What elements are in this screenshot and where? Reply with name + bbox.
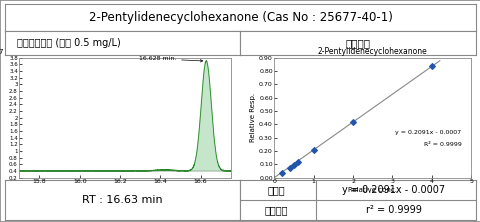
Text: x10^7: x10^7 bbox=[0, 49, 5, 55]
Point bbox=[289, 163, 297, 167]
Point bbox=[293, 160, 301, 164]
Text: 2-Pentylidenecyclohexanone (Cas No : 25677-40-1): 2-Pentylidenecyclohexanone (Cas No : 256… bbox=[88, 11, 392, 24]
Text: R² = 0.9999: R² = 0.9999 bbox=[423, 142, 460, 147]
Text: 상관계수: 상관계수 bbox=[264, 205, 287, 215]
Text: RT : 16.63 min: RT : 16.63 min bbox=[82, 195, 163, 205]
Text: 회귀식: 회귀식 bbox=[266, 185, 284, 195]
Point bbox=[309, 148, 317, 152]
X-axis label: Relative conc.: Relative conc. bbox=[348, 187, 396, 193]
Point bbox=[277, 171, 285, 175]
Text: 크로마토그램 (농도 0.5 mg/L): 크로마토그램 (농도 0.5 mg/L) bbox=[16, 38, 120, 48]
Text: 16.628 min.: 16.628 min. bbox=[138, 56, 202, 62]
Title: 2-Pentylidenecyclohexanone: 2-Pentylidenecyclohexanone bbox=[317, 47, 427, 56]
Y-axis label: Relative Resp.: Relative Resp. bbox=[250, 93, 256, 142]
Text: r² = 0.9999: r² = 0.9999 bbox=[365, 205, 421, 215]
Text: 검정곡선: 검정곡선 bbox=[345, 38, 370, 48]
Text: y = 0.2091x - 0.0007: y = 0.2091x - 0.0007 bbox=[395, 130, 460, 135]
Point bbox=[286, 166, 293, 169]
Point bbox=[348, 120, 356, 124]
Point bbox=[427, 65, 435, 68]
Text: y = 0.2091x - 0.0007: y = 0.2091x - 0.0007 bbox=[341, 185, 444, 195]
